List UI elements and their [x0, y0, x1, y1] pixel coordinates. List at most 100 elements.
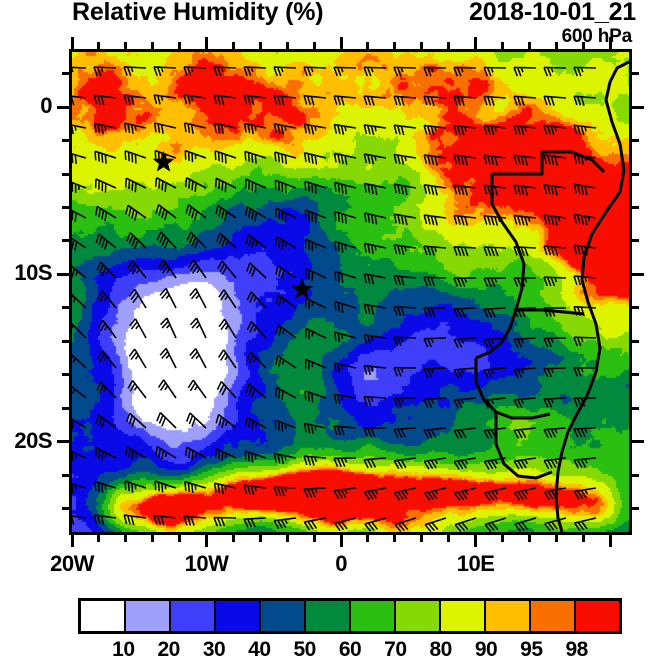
colorbar[interactable] — [78, 598, 622, 634]
colorbar-cell->98[interactable] — [576, 601, 619, 631]
station-marker-2[interactable] — [291, 278, 313, 299]
wind-barb-60 — [244, 150, 267, 164]
y-tick-right--18 — [631, 406, 639, 410]
wind-barb-147 — [159, 287, 177, 309]
wind-barb-282 — [424, 517, 447, 532]
y-axis-label-0: 0 — [40, 93, 52, 119]
wind-barb-200 — [127, 380, 147, 399]
x-axis-label-10W: 10W — [184, 551, 229, 576]
wind-barb-248 — [483, 457, 507, 470]
wind-barb-179 — [573, 336, 597, 347]
colorbar-cell-50-60[interactable] — [306, 601, 351, 631]
wind-barb-235 — [94, 447, 117, 461]
wind-barb-25 — [273, 94, 297, 106]
wind-barb-155 — [393, 305, 417, 316]
wind-barb-102 — [423, 214, 447, 226]
x-tick-top--12 — [178, 42, 182, 50]
wind-barb-6 — [243, 66, 267, 77]
station-marker-1[interactable] — [152, 150, 175, 172]
wind-barb-249 — [513, 457, 537, 470]
colorbar-cell-95-98[interactable] — [531, 601, 576, 631]
wind-barb-256 — [184, 481, 207, 494]
wind-barb-203 — [216, 380, 237, 399]
colorbar-cell-80-90[interactable] — [441, 601, 486, 631]
colorbar-cell-90-95[interactable] — [486, 601, 531, 631]
wind-barb-245 — [393, 457, 417, 470]
wind-barb-65 — [393, 153, 417, 165]
wind-barb-107 — [573, 213, 597, 226]
colorbar-cell-40-50[interactable] — [261, 601, 306, 631]
wind-barb-137 — [393, 275, 417, 286]
wind-barb-222 — [244, 416, 267, 430]
wind-barb-9 — [333, 66, 357, 77]
x-tick--14 — [151, 534, 155, 542]
colorbar-tick-60: 60 — [338, 638, 362, 661]
wind-barb-82 — [363, 182, 387, 195]
wind-barb-251 — [573, 457, 597, 469]
wind-barb-97 — [274, 207, 297, 223]
wind-barb-188 — [304, 358, 327, 371]
wind-barb-258 — [243, 484, 267, 496]
wind-barb-233 — [573, 427, 597, 438]
wind-barb-180 — [72, 352, 87, 369]
x-axis-label-20W: 20W — [50, 551, 94, 576]
map-plot-area[interactable] — [69, 49, 632, 535]
wind-barb-227 — [393, 427, 417, 439]
wind-barb-124 — [543, 245, 567, 257]
pressure-level-label: 600 hPa — [561, 26, 633, 47]
wind-barb-73 — [94, 178, 117, 193]
wind-barb-170 — [304, 327, 327, 340]
wind-barb-10 — [363, 66, 387, 77]
wind-barb-277 — [273, 517, 297, 530]
wind-barb-148 — [189, 288, 207, 309]
wind-barb-164 — [129, 318, 147, 339]
wind-barb-219 — [156, 411, 177, 429]
wind-barb-236 — [124, 446, 147, 460]
wind-barb-122 — [483, 246, 507, 257]
y-tick--24 — [62, 507, 70, 511]
colorbar-cell-10-20[interactable] — [126, 601, 171, 631]
wind-barb-8 — [303, 66, 327, 77]
wind-barb-47 — [393, 124, 417, 136]
wind-barb-196 — [543, 367, 567, 378]
wind-barb-76 — [184, 177, 207, 192]
wind-barb-178 — [543, 337, 567, 348]
wind-barb-56 — [124, 150, 147, 164]
x-tick-12 — [501, 534, 505, 542]
wind-barb-244 — [363, 457, 387, 469]
wind-barb-85 — [453, 184, 477, 196]
wind-barb-120 — [423, 245, 447, 256]
wind-barb-64 — [363, 153, 387, 165]
wind-barb-266 — [483, 487, 507, 501]
wind-barb-55 — [94, 150, 117, 164]
colorbar-cell-70-80[interactable] — [396, 601, 441, 631]
wind-barb-192 — [423, 367, 447, 378]
colorbar-cell-<10[interactable] — [81, 601, 126, 631]
wind-barb-217 — [95, 413, 117, 429]
wind-barb-146 — [128, 288, 147, 309]
colorbar-cell-20-30[interactable] — [171, 601, 216, 631]
wind-barb-156 — [423, 307, 447, 317]
wind-barb-1 — [93, 66, 117, 77]
x-tick-10 — [474, 534, 478, 547]
wind-barb-141 — [513, 277, 537, 287]
wind-barb-105 — [513, 214, 537, 226]
wind-barb-31 — [453, 95, 477, 106]
y-tick--8 — [62, 239, 70, 243]
wind-barb-81 — [333, 181, 357, 195]
wind-barb-206 — [304, 390, 327, 403]
y-tick-right--22 — [631, 473, 639, 477]
wind-barb-198 — [72, 383, 87, 399]
wind-barb-195 — [513, 367, 537, 379]
x-tick-top-14 — [527, 42, 531, 50]
wind-barb-232 — [543, 427, 567, 439]
wind-barb-252 — [72, 481, 87, 494]
wind-barb-157 — [453, 307, 477, 318]
wind-barb-101 — [393, 213, 417, 226]
colorbar-cell-60-70[interactable] — [351, 601, 396, 631]
wind-barb-123 — [513, 245, 537, 257]
wind-barb-169 — [275, 324, 297, 339]
wind-barb-211 — [453, 397, 477, 409]
colorbar-cell-30-40[interactable] — [216, 601, 261, 631]
wind-barb-103 — [453, 214, 477, 226]
